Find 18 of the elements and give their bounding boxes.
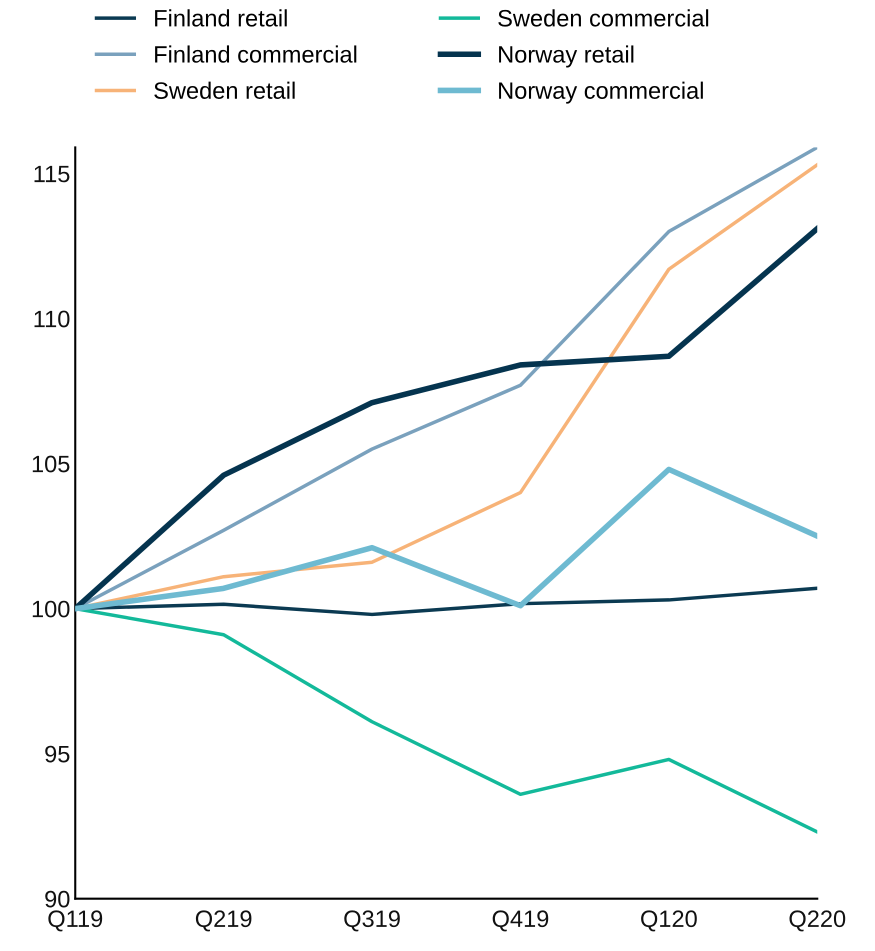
y-tick-label: 115 xyxy=(34,166,70,182)
legend-label: Sweden commercial xyxy=(498,9,708,27)
legend-label: Norway retail xyxy=(499,45,634,68)
legend-label: Sweden retail xyxy=(154,82,295,99)
x-tick-label: Q120 xyxy=(641,910,697,932)
y-tick-label: 95 xyxy=(45,746,70,762)
x-tick-label: Q119 xyxy=(48,910,102,932)
x-tick-label: Q220 xyxy=(789,910,846,932)
y-tick-label: 105 xyxy=(32,456,70,472)
y-tick-label: 100 xyxy=(32,600,70,618)
y-tick-label: 110 xyxy=(34,310,70,328)
x-tick-label: Q419 xyxy=(492,910,548,932)
x-tick-label: Q319 xyxy=(344,910,400,932)
legend-label: Finland retail xyxy=(155,9,287,27)
y-tick-label: 90 xyxy=(45,890,70,908)
legend-label: Norway commercial xyxy=(499,82,703,104)
x-tick-label: Q219 xyxy=(196,910,252,932)
legend-label: Finland commercial xyxy=(155,45,356,63)
